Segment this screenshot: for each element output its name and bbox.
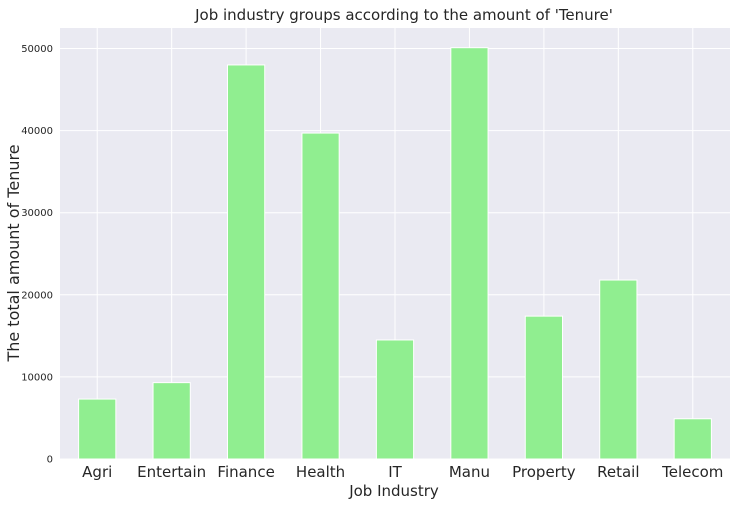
bar-finance [227,64,266,460]
bar-manu [450,47,489,460]
x-tick-label: Finance [217,463,274,481]
y-tick-label: 20000 [21,290,53,301]
x-tick-label: Agri [82,463,112,481]
bar-property [524,315,563,460]
x-tick-label: Telecom [661,463,723,481]
y-axis-ticks: 0 10000 20000 30000 40000 50000 [21,44,53,465]
bar-it [375,339,415,460]
y-tick-label: 10000 [21,372,53,383]
y-tick-label: 40000 [21,126,53,137]
y-tick-label: 30000 [21,208,53,219]
x-tick-label: Entertain [137,463,206,481]
x-tick-label: Retail [597,463,639,481]
x-axis-label: Job Industry [348,482,439,500]
bar-agri [78,398,117,460]
y-tick-label: 50000 [21,44,53,55]
bar-entertain [152,382,191,460]
x-tick-label: Property [512,463,576,481]
chart-title: Job industry groups according to the amo… [194,6,613,24]
bars [78,47,712,460]
x-tick-label: Health [296,463,345,481]
bar-telecom [673,418,712,460]
y-tick-label: 0 [47,455,53,466]
bar-health [301,132,340,460]
x-axis-ticks: Agri Entertain Finance Health IT Manu Property… [82,463,723,481]
y-axis-label: The total amount of Tenure [4,144,23,362]
x-tick-label: Manu [449,463,490,481]
bar-retail [599,279,638,460]
x-tick-label: IT [388,463,402,481]
